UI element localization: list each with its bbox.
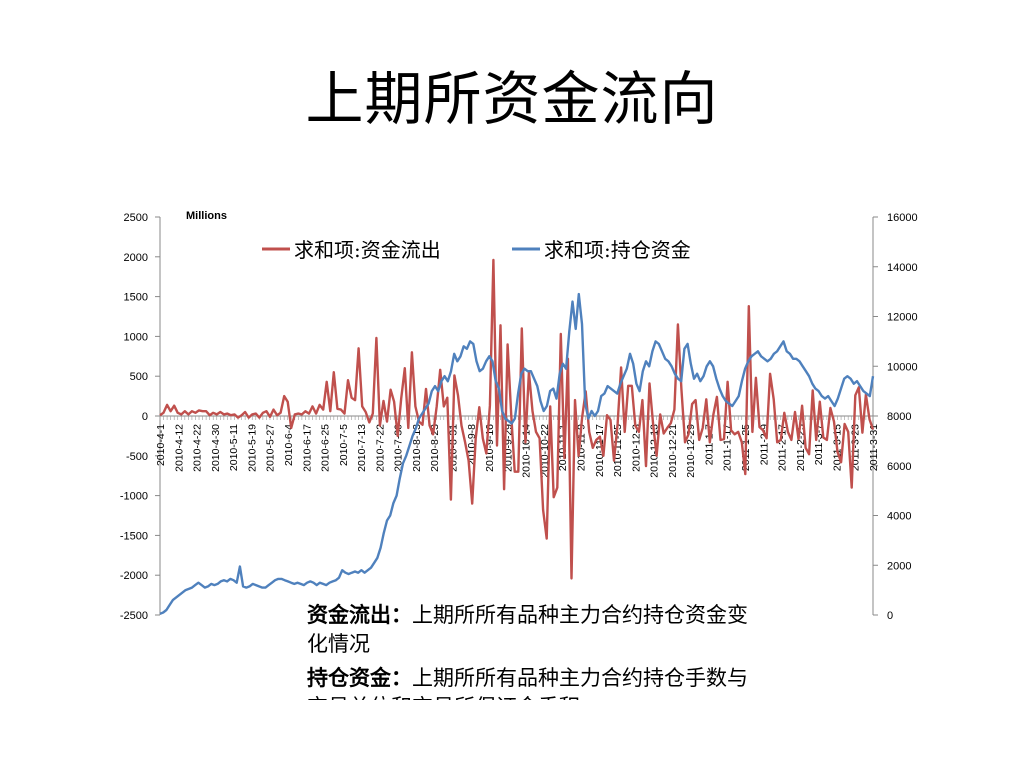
note-position-text: 上期所所有品种主力合约持仓手数与交易单位和交易所保证金乘积: [307, 666, 748, 700]
x-tick-label: 2010-6-25: [320, 424, 332, 472]
left-tick-label: -2000: [120, 570, 148, 582]
x-tick-label: 2010-12-21: [667, 424, 679, 478]
left-tick-label: 0: [142, 411, 148, 423]
left-tick-label: 500: [130, 371, 148, 383]
x-tick-label: 2010-6-4: [283, 424, 295, 466]
x-tick-label: 2010-7-30: [393, 424, 405, 472]
x-tick-label: 2010-5-11: [228, 424, 240, 471]
notes: 资金流出：上期所所有品种主力合约持仓资金变化情况 持仓资金：上期所所有品种主力合…: [307, 600, 757, 700]
left-tick-label: 2500: [124, 212, 148, 224]
right-tick-label: 4000: [887, 511, 911, 523]
x-tick-label: 2010-12-29: [685, 424, 697, 478]
slide-title: 上期所资金流向: [305, 65, 719, 133]
chart-series: [159, 258, 875, 615]
legend-label: 求和项:持仓资金: [544, 238, 691, 262]
x-tick-label: 2010-8-13: [411, 424, 423, 472]
x-tick-label: 2010-7-22: [374, 424, 386, 472]
unit-label: Millions: [186, 210, 227, 222]
series-line-outflow: [159, 258, 875, 580]
line-chart: 2500 2000 1500 1000 500 0 -500 -1000 -1500 -2000 -…: [120, 210, 918, 622]
legend-label: 求和项:资金流出: [294, 238, 441, 262]
right-tick-label: 14000: [887, 262, 918, 274]
left-tick-label: -500: [126, 451, 148, 463]
right-tick-label: 8000: [887, 411, 911, 423]
x-tick-label: 2010-12-3: [630, 424, 642, 472]
note-position-term: 持仓资金：: [307, 665, 412, 690]
x-tick-label: 2010-7-5: [338, 424, 350, 466]
right-tick-label: 16000: [887, 212, 918, 224]
x-tick-label: 2010-4-12: [173, 424, 185, 472]
x-tick-label: 2010-7-13: [356, 424, 368, 472]
left-tick-label: 2000: [124, 252, 148, 264]
x-tick-label: 2011-3-31: [868, 424, 880, 471]
right-tick-label: 12000: [887, 312, 918, 324]
left-tick-label: -1000: [120, 491, 148, 503]
x-tick-label: 2010-6-17: [301, 424, 313, 472]
note-outflow-text: 上期所所有品种主力合约持仓资金变化情况: [307, 603, 748, 656]
chart-legend: 求和项:资金流出 求和项:持仓资金: [262, 238, 691, 262]
x-tick-label: 2010-4-30: [210, 424, 222, 472]
x-tick-label: 2010-4-1: [155, 424, 167, 466]
left-tick-label: -1500: [120, 530, 148, 542]
x-tick-label: 2011-2-9: [758, 424, 770, 465]
series-line-position: [159, 292, 875, 615]
left-tick-label: 1500: [124, 292, 148, 304]
x-tick-label: 2010-8-23: [429, 424, 441, 472]
x-tick-label: 2010-4-22: [192, 424, 204, 472]
right-tick-label: 2000: [887, 560, 911, 572]
right-tick-label: 0: [887, 610, 893, 622]
x-tick-label: 2011-2-17: [777, 424, 789, 471]
note-outflow: 资金流出：上期所所有品种主力合约持仓资金变化情况: [307, 600, 757, 659]
right-tick-label: 10000: [887, 361, 918, 373]
right-tick-label: 6000: [887, 461, 911, 473]
note-outflow-term: 资金流出：: [307, 602, 412, 627]
left-tick-label: -2500: [120, 610, 148, 622]
note-position: 持仓资金：上期所所有品种主力合约持仓手数与交易单位和交易所保证金乘积: [307, 663, 757, 700]
x-tick-label: 2010-11-17: [594, 424, 606, 477]
x-tick-label: 2010-11-25: [612, 424, 624, 477]
x-tick-label: 2010-5-19: [246, 424, 258, 472]
x-tick-label: 2010-10-14: [521, 424, 533, 478]
x-tick-label: 2010-5-27: [265, 424, 277, 472]
left-tick-label: 1000: [124, 331, 148, 343]
x-tick-label: 2011-1-7: [703, 424, 715, 465]
